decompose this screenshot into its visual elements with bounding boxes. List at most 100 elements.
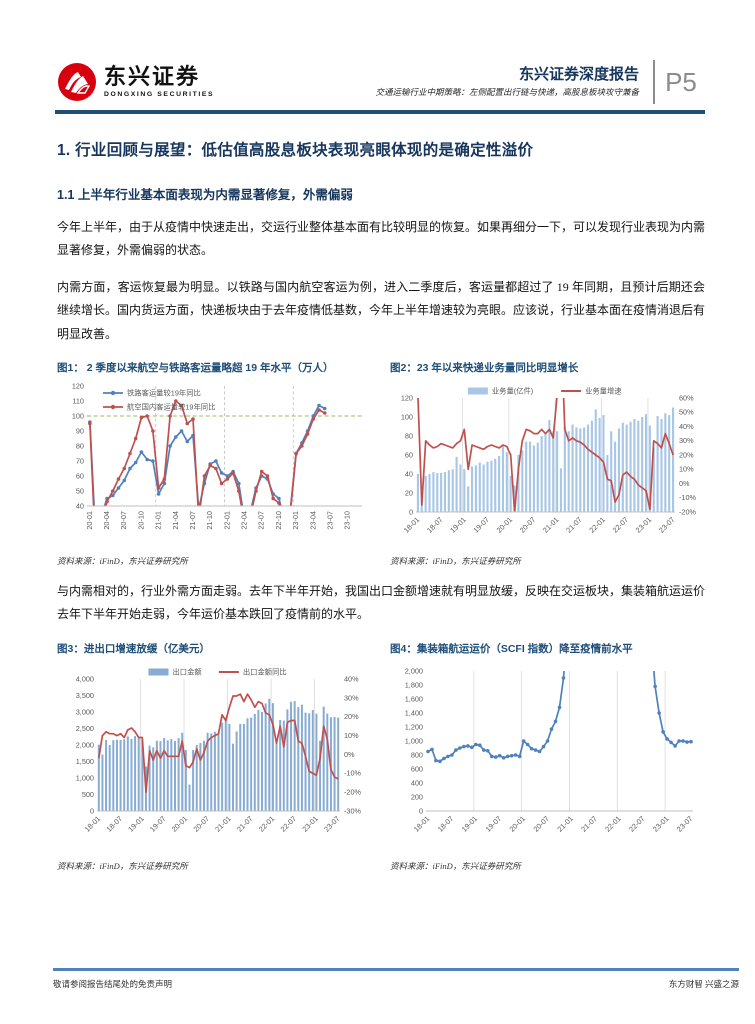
figure-2: 图2：23 年以来快递业务量同比明显增长 0 20 40 60 80 100 120 -20%…: [390, 361, 707, 567]
figure-3-source: 资料来源：iFinD，东兴证券研究所: [57, 860, 188, 871]
svg-text:0%: 0%: [344, 750, 355, 759]
svg-text:0%: 0%: [679, 479, 690, 488]
svg-text:40: 40: [76, 501, 84, 510]
svg-text:出口金额同比: 出口金额同比: [243, 667, 287, 676]
svg-text:18-01: 18-01: [83, 814, 103, 834]
svg-text:18-01: 18-01: [402, 515, 422, 535]
svg-text:60: 60: [76, 471, 84, 480]
svg-text:1,000: 1,000: [405, 736, 423, 745]
svg-text:23-01: 23-01: [300, 814, 320, 834]
svg-text:19-07: 19-07: [148, 814, 168, 834]
footer-slogan: 东方财智 兴盛之源: [668, 978, 739, 989]
svg-text:21-01: 21-01: [213, 814, 233, 834]
svg-text:18-07: 18-07: [104, 814, 124, 834]
svg-text:22-04: 22-04: [240, 511, 249, 530]
svg-text:22-01: 22-01: [257, 814, 277, 834]
svg-text:3,500: 3,500: [76, 691, 94, 700]
svg-text:20: 20: [405, 488, 413, 497]
svg-text:23-07: 23-07: [322, 814, 342, 834]
figure-2-source: 资料来源：iFinD，东兴证券研究所: [390, 555, 521, 566]
svg-text:21-01: 21-01: [154, 511, 163, 530]
svg-text:23-01: 23-01: [634, 515, 654, 535]
figure-4-caption: 图4：集装箱航运运价（SCFI 指数）降至疫情前水平: [390, 642, 633, 655]
svg-text:110: 110: [72, 396, 84, 405]
svg-text:500: 500: [82, 790, 94, 799]
svg-text:21-07: 21-07: [188, 511, 197, 530]
figure-4: 图4：集装箱航运运价（SCFI 指数）降至疫情前水平 0 200 400 600 800…: [390, 642, 707, 872]
svg-text:800: 800: [411, 750, 423, 759]
svg-text:19-07: 19-07: [471, 515, 491, 535]
svg-text:20%: 20%: [344, 712, 359, 721]
svg-text:20-07: 20-07: [518, 515, 538, 535]
svg-text:业务量(亿件): 业务量(亿件): [492, 387, 533, 396]
svg-text:20-01: 20-01: [85, 511, 94, 530]
figure-3-chart: 0 500 1,000 1,500 2,000 2,500 3,000 3,500 4,000 -…: [76, 667, 362, 834]
svg-text:0: 0: [419, 806, 423, 815]
svg-text:20-01: 20-01: [495, 515, 515, 535]
svg-text:19-01: 19-01: [460, 814, 480, 834]
svg-text:1,600: 1,600: [405, 694, 423, 703]
svg-text:21-01: 21-01: [541, 515, 561, 535]
svg-text:-20%: -20%: [344, 787, 362, 796]
svg-text:23-07: 23-07: [657, 515, 677, 535]
page-footer: 敬请参阅报告结尾处的免责声明 东方财智 兴盛之源: [53, 968, 739, 990]
svg-text:航空国内客运量较19年同比: 航空国内客运量较19年同比: [127, 403, 215, 412]
figure-4-chart: 0 200 400 600 800 1,000 1,200 1,400 1,600 1,800 2,…: [405, 666, 695, 834]
dongxing-logo-icon: [58, 63, 96, 101]
svg-text:23-07: 23-07: [325, 511, 334, 530]
svg-text:23-10: 23-10: [343, 511, 352, 530]
header-titles: 东兴证券深度报告 交通运输行业中期策略：左侧配置出行链与快递，高股息板块攻守兼备: [375, 66, 639, 98]
svg-text:4,000: 4,000: [76, 674, 94, 683]
svg-text:40: 40: [405, 469, 413, 478]
svg-text:21-07: 21-07: [579, 814, 599, 834]
svg-text:22-01: 22-01: [587, 515, 607, 535]
svg-text:1,400: 1,400: [405, 708, 423, 717]
svg-text:120: 120: [401, 393, 413, 402]
svg-text:22-07: 22-07: [627, 814, 647, 834]
subsection-heading: 1.1 上半年行业基本面表现为内需显著修复，外需偏弱: [57, 188, 353, 202]
svg-text:21-07: 21-07: [235, 814, 255, 834]
svg-text:19-01: 19-01: [448, 515, 468, 535]
svg-text:23-01: 23-01: [651, 814, 671, 834]
svg-text:30%: 30%: [344, 693, 359, 702]
header-rule: [55, 110, 705, 114]
figure-2-caption: 图2：23 年以来快递业务量同比明显增长: [390, 361, 579, 374]
svg-text:出口金额: 出口金额: [173, 667, 203, 676]
svg-text:70: 70: [76, 456, 84, 465]
svg-text:0: 0: [90, 806, 94, 815]
svg-text:600: 600: [411, 764, 423, 773]
svg-text:21-01: 21-01: [555, 814, 575, 834]
svg-text:22-10: 22-10: [274, 511, 283, 530]
svg-text:-10%: -10%: [344, 768, 362, 777]
svg-text:22-07: 22-07: [611, 515, 631, 535]
svg-text:20%: 20%: [679, 450, 694, 459]
svg-text:40%: 40%: [344, 674, 359, 683]
svg-text:22-01: 22-01: [222, 511, 231, 530]
svg-text:200: 200: [411, 792, 423, 801]
svg-text:1,500: 1,500: [76, 757, 94, 766]
svg-text:22-07: 22-07: [279, 814, 299, 834]
paragraph-2: 内需方面，客运恢复最为明显。以铁路与国内航空客运为例，进入二季度后，客运量都超过…: [57, 279, 706, 341]
page-header: 东兴证券 DONGXING SECURITIES 东兴证券深度报告 交通运输行业…: [57, 56, 707, 108]
svg-text:23-01: 23-01: [291, 511, 300, 530]
svg-text:100: 100: [401, 412, 413, 421]
svg-text:100: 100: [72, 411, 84, 420]
svg-text:30%: 30%: [679, 436, 694, 445]
svg-text:80: 80: [76, 441, 84, 450]
footer-rule: [53, 968, 739, 971]
logo-name-cn: 东兴证券: [104, 64, 201, 89]
figure-1-caption: 图1： 2 季度以来航空与铁路客运量略超 19 年水平（万人）: [57, 361, 334, 374]
svg-text:1,800: 1,800: [405, 680, 423, 689]
svg-text:22-01: 22-01: [603, 814, 623, 834]
svg-text:20-01: 20-01: [507, 814, 527, 834]
figure-1: 图1： 2 季度以来航空与铁路客运量略超 19 年水平（万人） 40 50 60 70…: [57, 361, 374, 567]
figure-3-caption: 图3：进出口增速放缓（亿美元）: [57, 642, 210, 655]
svg-text:20-04: 20-04: [102, 511, 111, 530]
svg-text:20-07: 20-07: [531, 814, 551, 834]
svg-text:20-07: 20-07: [191, 814, 211, 834]
svg-text:10%: 10%: [679, 465, 694, 474]
logo-name-en: DONGXING SECURITIES: [104, 91, 215, 98]
page-number: P5: [665, 67, 697, 97]
figure-1-chart: 40 50 60 70 80 90 100 110 120 20-01 20-04 20-07 20-1…: [72, 381, 362, 530]
